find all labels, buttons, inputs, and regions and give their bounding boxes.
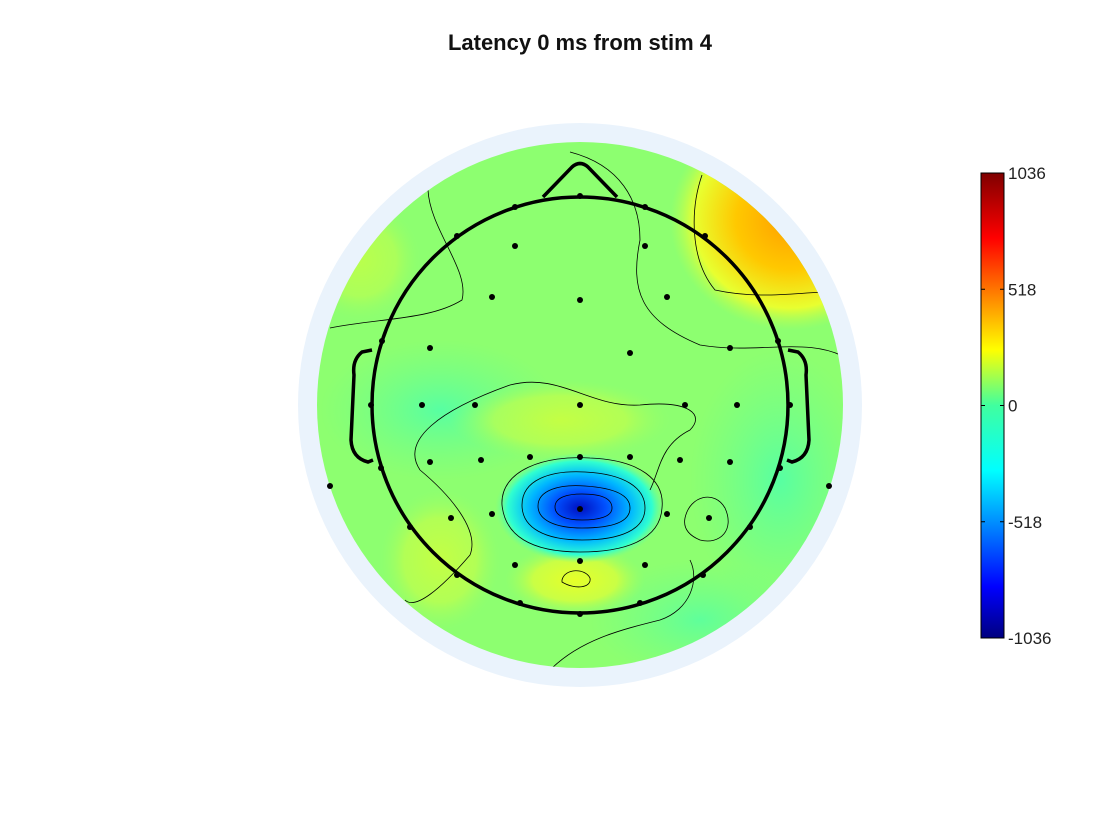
- electrode-marker: [512, 204, 518, 210]
- colorbar-tick-label: -518: [1008, 513, 1042, 532]
- electrode-marker: [512, 243, 518, 249]
- chart-title: Latency 0 ms from stim 4: [447, 30, 713, 55]
- electrode-marker: [378, 465, 384, 471]
- electrode-marker: [577, 506, 583, 512]
- electrode-marker: [747, 524, 753, 530]
- colorbar-tick-label: -1036: [1008, 629, 1051, 648]
- electrode-marker: [627, 350, 633, 356]
- electrode-marker: [702, 233, 708, 239]
- electrode-marker: [407, 524, 413, 530]
- nose-outline: [541, 161, 619, 199]
- electrode-marker: [664, 511, 670, 517]
- electrode-markers: [327, 193, 832, 617]
- electrode-marker: [517, 600, 523, 606]
- left-ear-outline: [349, 348, 374, 464]
- electrode-marker: [577, 402, 583, 408]
- electrode-marker: [642, 562, 648, 568]
- electrode-marker: [427, 459, 433, 465]
- electrode-marker: [577, 611, 583, 617]
- right-ear-outline: [786, 348, 811, 464]
- electrode-marker: [472, 402, 478, 408]
- electrode-marker: [427, 345, 433, 351]
- electrode-marker: [527, 454, 533, 460]
- electrode-marker: [777, 465, 783, 471]
- electrode-marker: [577, 454, 583, 460]
- colorbar-tick-label: 0: [1008, 397, 1017, 416]
- electrode-marker: [727, 345, 733, 351]
- electrode-marker: [454, 233, 460, 239]
- electrode-marker: [682, 402, 688, 408]
- electrode-marker: [727, 459, 733, 465]
- electrode-marker: [419, 402, 425, 408]
- electrode-marker: [775, 338, 781, 344]
- colorbar-tick-label: 518: [1008, 280, 1036, 299]
- electrode-marker: [577, 193, 583, 199]
- electrode-marker: [706, 515, 712, 521]
- electrode-marker: [577, 558, 583, 564]
- electrode-marker: [448, 515, 454, 521]
- electrode-marker: [664, 294, 670, 300]
- electrode-marker: [327, 483, 333, 489]
- electrode-marker: [677, 457, 683, 463]
- contour-lines: [329, 151, 843, 668]
- electrode-marker: [700, 572, 706, 578]
- electrode-marker: [478, 457, 484, 463]
- electrode-marker: [734, 402, 740, 408]
- electrode-marker: [577, 297, 583, 303]
- electrode-marker: [787, 402, 793, 408]
- electrode-marker: [368, 402, 374, 408]
- colorbar-tick-label: 1036: [1008, 164, 1046, 183]
- electrode-marker: [489, 294, 495, 300]
- electrode-marker: [826, 483, 832, 489]
- electrode-marker: [642, 204, 648, 210]
- colorbar: 1036 518 0 -518 -1036: [980, 164, 1051, 648]
- electrode-marker: [379, 338, 385, 344]
- electrode-marker: [454, 572, 460, 578]
- electrode-marker: [627, 454, 633, 460]
- electrode-marker: [489, 511, 495, 517]
- electrode-marker: [512, 562, 518, 568]
- electrode-marker: [642, 243, 648, 249]
- electrode-marker: [637, 600, 643, 606]
